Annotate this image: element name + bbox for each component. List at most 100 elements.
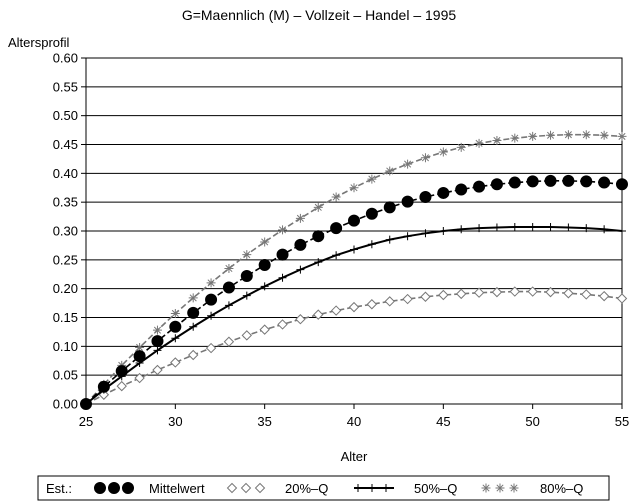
series-0 bbox=[80, 174, 628, 410]
data-point bbox=[616, 178, 628, 191]
x-tick-label: 25 bbox=[79, 414, 93, 429]
legend-item-0: Mittelwert bbox=[94, 481, 205, 496]
data-point bbox=[383, 201, 396, 214]
data-point bbox=[437, 186, 450, 199]
legend-marker bbox=[495, 483, 505, 493]
series-line bbox=[85, 133, 623, 405]
series-line bbox=[85, 180, 623, 405]
data-point bbox=[367, 174, 377, 184]
data-point bbox=[223, 336, 235, 347]
data-point bbox=[581, 289, 592, 300]
data-point bbox=[510, 222, 519, 231]
x-tick-label: 55 bbox=[615, 414, 629, 429]
data-point bbox=[598, 176, 611, 189]
data-point bbox=[402, 293, 413, 305]
data-point bbox=[492, 135, 502, 145]
series-1 bbox=[80, 286, 628, 410]
legend-marker bbox=[368, 484, 376, 492]
data-point bbox=[563, 288, 574, 299]
data-point bbox=[474, 138, 484, 148]
data-point bbox=[205, 342, 217, 354]
data-point bbox=[134, 372, 145, 384]
data-point bbox=[618, 227, 626, 235]
legend-item-1: 20%–Q bbox=[226, 481, 328, 496]
data-point bbox=[295, 213, 305, 223]
data-point bbox=[278, 273, 287, 282]
data-point bbox=[153, 346, 162, 355]
legend-item-2: 50%–Q bbox=[354, 481, 457, 496]
data-point bbox=[135, 342, 145, 352]
legend-marker bbox=[354, 484, 362, 492]
data-point bbox=[508, 176, 521, 189]
legend-label: 20%–Q bbox=[285, 481, 328, 496]
legend-marker bbox=[226, 482, 238, 494]
data-point bbox=[438, 289, 449, 301]
data-point bbox=[366, 299, 378, 310]
x-axis-label: Alter bbox=[341, 449, 368, 464]
legend-symbol bbox=[226, 482, 266, 494]
y-tick-label: 0.10 bbox=[53, 339, 78, 354]
series-2 bbox=[82, 222, 626, 408]
data-point bbox=[562, 174, 575, 187]
y-tick-label: 0.45 bbox=[53, 137, 78, 152]
data-point bbox=[439, 227, 448, 235]
data-point bbox=[580, 175, 593, 188]
data-point bbox=[278, 225, 288, 235]
x-tick-label: 50 bbox=[525, 414, 539, 429]
data-point bbox=[295, 314, 306, 325]
data-point bbox=[526, 175, 539, 188]
data-point bbox=[133, 350, 146, 363]
data-point bbox=[509, 286, 521, 297]
data-point bbox=[205, 293, 218, 306]
data-point bbox=[438, 147, 448, 157]
x-tick-label: 45 bbox=[436, 414, 450, 429]
legend-symbol bbox=[481, 483, 519, 493]
data-point bbox=[240, 269, 253, 282]
data-point bbox=[187, 349, 199, 361]
data-point bbox=[222, 281, 235, 294]
data-point bbox=[528, 222, 537, 231]
series-line bbox=[85, 225, 623, 405]
data-point bbox=[187, 306, 200, 319]
data-point bbox=[224, 301, 233, 310]
legend-symbol bbox=[94, 482, 134, 494]
data-point bbox=[260, 237, 270, 247]
legend-marker bbox=[254, 482, 266, 494]
data-point bbox=[385, 235, 394, 244]
data-point bbox=[546, 222, 555, 231]
data-point bbox=[115, 365, 128, 378]
data-point bbox=[564, 223, 573, 232]
data-point bbox=[403, 159, 413, 169]
data-point bbox=[224, 263, 234, 273]
data-point bbox=[349, 183, 359, 193]
legend-marker bbox=[122, 482, 134, 494]
y-tick-label: 0.55 bbox=[53, 79, 78, 94]
legend-symbol bbox=[354, 484, 394, 492]
legend-marker bbox=[94, 482, 106, 494]
data-point bbox=[403, 232, 412, 241]
y-tick-label: 0.25 bbox=[53, 252, 78, 267]
legend-label: Mittelwert bbox=[149, 481, 205, 496]
data-point bbox=[348, 301, 360, 313]
data-point bbox=[475, 224, 484, 233]
data-point bbox=[544, 174, 557, 187]
y-tick-label: 0.20 bbox=[53, 281, 78, 296]
legend-marker bbox=[240, 482, 252, 494]
data-point bbox=[276, 248, 289, 261]
y-tick-label: 0.00 bbox=[53, 397, 78, 412]
data-point bbox=[188, 293, 198, 303]
data-point bbox=[491, 286, 503, 298]
series-group bbox=[80, 130, 628, 410]
data-point bbox=[314, 258, 323, 267]
y-tick-label: 0.50 bbox=[53, 108, 78, 123]
legend-item-3: 80%–Q bbox=[481, 481, 583, 496]
data-point bbox=[241, 330, 253, 341]
data-point bbox=[367, 240, 376, 249]
data-point bbox=[258, 259, 271, 272]
data-point bbox=[330, 305, 342, 316]
data-point bbox=[456, 142, 466, 152]
data-point bbox=[313, 202, 323, 212]
data-point bbox=[331, 192, 341, 202]
y-tick-label: 0.05 bbox=[53, 368, 78, 383]
